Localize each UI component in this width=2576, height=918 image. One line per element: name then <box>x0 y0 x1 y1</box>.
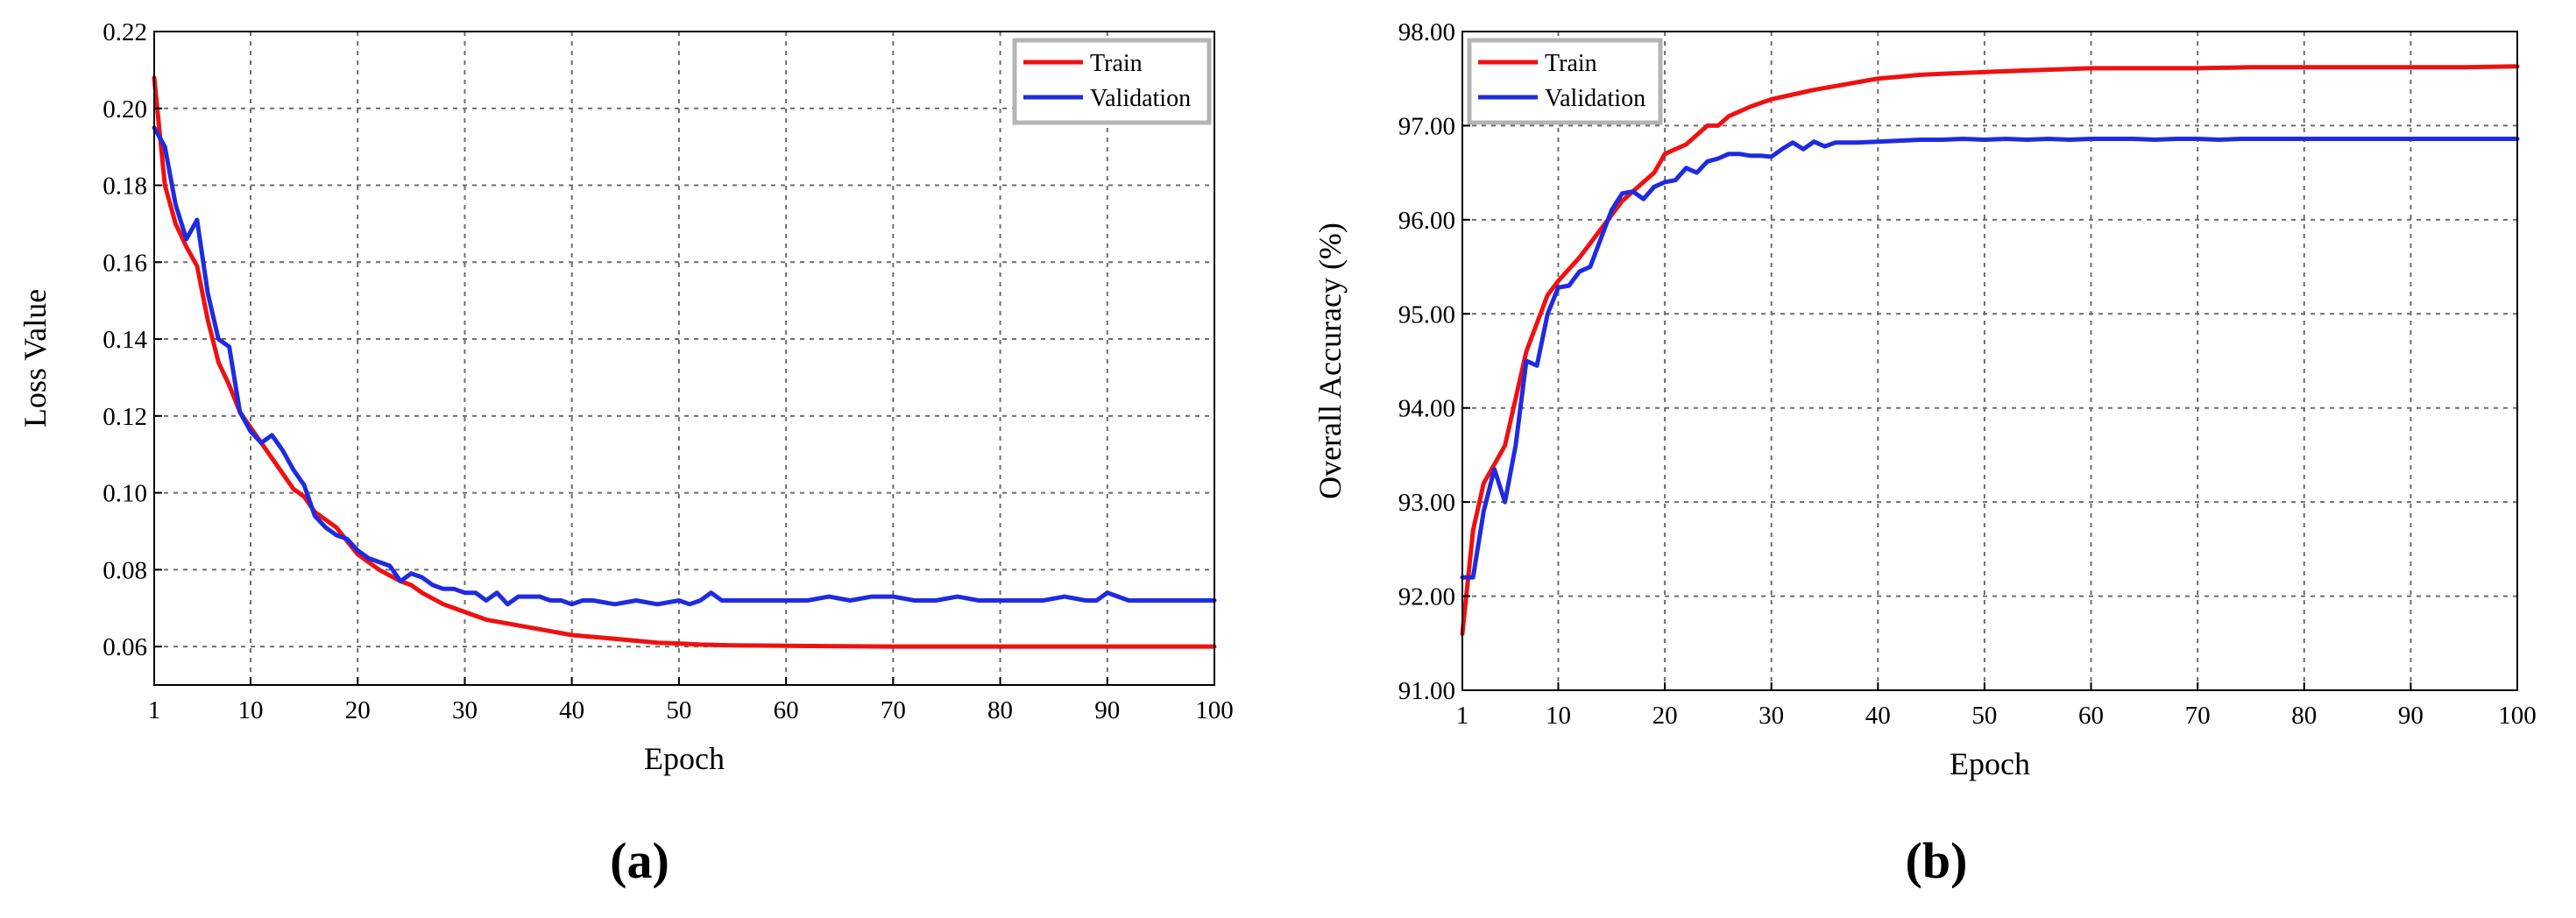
accuracy-ytick-label-0: 91.00 <box>1398 677 1455 705</box>
loss-ytick-label-3: 0.12 <box>103 403 147 431</box>
loss-ytick-label-7: 0.20 <box>103 95 147 124</box>
accuracy-xtick-label-8: 80 <box>2291 702 2317 730</box>
accuracy-y-tick-labels: 91.00 92.00 93.00 94.00 95.00 96.00 97.00 98.00 <box>1398 18 1455 705</box>
loss-x-axis-label: Epoch <box>644 741 725 776</box>
accuracy-series-train-line <box>1460 64 2520 636</box>
accuracy-ytick-label-5: 96.00 <box>1398 207 1455 235</box>
loss-y-axis-label: Loss Value <box>18 289 53 427</box>
loss-ytick-label-2: 0.10 <box>103 480 147 508</box>
accuracy-ytick-label-6: 97.00 <box>1398 112 1455 140</box>
accuracy-series-layer <box>1460 64 2520 636</box>
loss-ytick-label-1: 0.08 <box>103 556 147 584</box>
loss-legend-box <box>1012 38 1212 125</box>
loss-panel-label: (a) <box>610 832 669 889</box>
loss-ytick-label-6: 0.18 <box>103 173 147 201</box>
accuracy-xtick-label-7: 70 <box>2185 702 2211 730</box>
accuracy-plot-frame <box>1461 31 2518 691</box>
accuracy-xtick-label-1: 10 <box>1546 702 1571 730</box>
loss-x-tick-labels: 1 10 20 30 40 50 60 70 80 90 100 <box>148 696 1234 724</box>
accuracy-xtick-label-10: 100 <box>2498 702 2537 730</box>
loss-xtick-label-6: 60 <box>774 696 799 724</box>
accuracy-legend-label-train: Train <box>1545 50 1597 77</box>
loss-xtick-label-4: 40 <box>559 696 584 724</box>
accuracy-ytick-label-7: 98.00 <box>1398 18 1455 46</box>
accuracy-panel-label: (b) <box>1906 832 1968 889</box>
loss-chart: 0.06 0.08 0.10 0.12 0.14 0.16 0.18 0.20 0.22 1 10… <box>18 18 1234 889</box>
accuracy-xtick-label-6: 60 <box>2078 702 2104 730</box>
accuracy-series-validation-line <box>1460 137 2520 580</box>
loss-legend-label-train: Train <box>1090 50 1143 77</box>
accuracy-ytick-label-1: 92.00 <box>1398 583 1455 611</box>
accuracy-y-axis-label: Overall Accuracy (%) <box>1313 222 1348 499</box>
loss-xtick-label-5: 50 <box>666 696 691 724</box>
loss-gridlines <box>154 32 1214 685</box>
loss-xtick-label-9: 90 <box>1094 696 1120 724</box>
accuracy-chart: 91.00 92.00 93.00 94.00 95.00 96.00 97.00 98.00… <box>1313 18 2537 889</box>
loss-series-layer <box>152 75 1217 649</box>
accuracy-legend: Train Validation <box>1467 38 1663 125</box>
loss-ytick-label-8: 0.22 <box>103 18 147 46</box>
loss-xtick-label-7: 70 <box>881 696 906 724</box>
loss-series-train-line <box>152 75 1217 649</box>
loss-xtick-label-1: 10 <box>238 696 264 724</box>
loss-xtick-label-8: 80 <box>987 696 1013 724</box>
accuracy-x-tick-labels: 1 10 20 30 40 50 60 70 80 90 100 <box>1456 702 2537 730</box>
accuracy-gridlines <box>1462 32 2517 690</box>
accuracy-ytick-label-3: 94.00 <box>1398 395 1455 423</box>
accuracy-xtick-label-2: 20 <box>1652 702 1678 730</box>
loss-ytick-label-4: 0.14 <box>103 326 147 354</box>
loss-y-tick-labels: 0.06 0.08 0.10 0.12 0.14 0.16 0.18 0.20 0.22 <box>103 18 147 661</box>
loss-series-validation-line <box>152 125 1217 607</box>
accuracy-ticks <box>1461 31 2518 691</box>
accuracy-x-axis-label: Epoch <box>1950 746 2030 781</box>
loss-xtick-label-10: 100 <box>1195 696 1234 724</box>
accuracy-legend-box <box>1467 38 1663 125</box>
loss-ytick-label-5: 0.16 <box>103 249 147 277</box>
loss-legend: Train Validation <box>1012 38 1212 125</box>
accuracy-ytick-label-4: 95.00 <box>1398 300 1455 328</box>
loss-ticks <box>153 31 1215 685</box>
loss-xtick-label-2: 20 <box>345 696 371 724</box>
accuracy-xtick-label-4: 40 <box>1865 702 1891 730</box>
accuracy-xtick-label-9: 90 <box>2398 702 2424 730</box>
accuracy-legend-label-validation: Validation <box>1545 85 1645 112</box>
loss-plot-frame <box>153 31 1215 686</box>
loss-xtick-label-3: 30 <box>452 696 478 724</box>
accuracy-xtick-label-0: 1 <box>1456 702 1469 730</box>
accuracy-xtick-label-5: 50 <box>1971 702 1997 730</box>
accuracy-xtick-label-3: 30 <box>1759 702 1784 730</box>
loss-ytick-label-0: 0.06 <box>103 633 147 661</box>
accuracy-ytick-label-2: 93.00 <box>1398 489 1455 517</box>
loss-legend-label-validation: Validation <box>1090 85 1191 112</box>
loss-xtick-label-0: 1 <box>148 696 161 724</box>
